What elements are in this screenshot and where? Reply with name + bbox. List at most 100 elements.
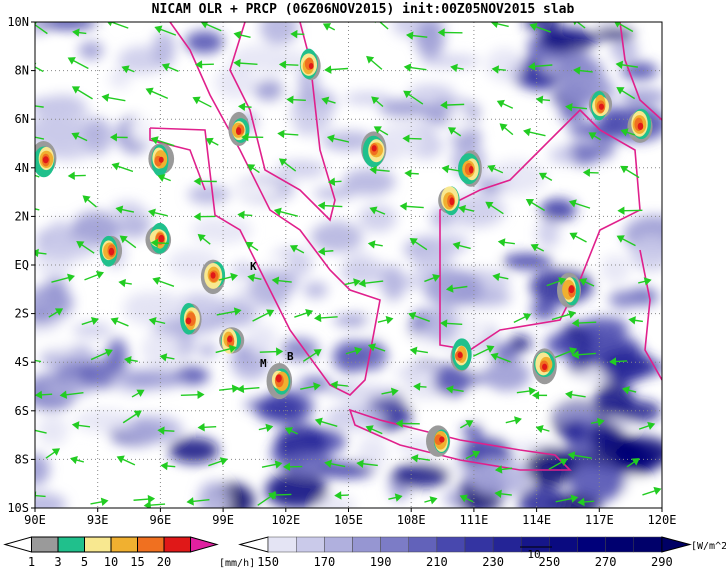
olr-patch bbox=[579, 317, 629, 338]
olr-patch bbox=[392, 464, 451, 488]
precip-patch bbox=[458, 352, 463, 358]
olr-patch bbox=[620, 89, 668, 105]
precip-patch bbox=[469, 166, 474, 174]
wind-arrow-head bbox=[23, 133, 29, 139]
legend-unit: [W/m^2] bbox=[691, 541, 726, 552]
precip-patch bbox=[439, 436, 444, 442]
lat-label: 8N bbox=[15, 64, 29, 78]
legend-swatch bbox=[381, 537, 409, 552]
olr-patch bbox=[482, 359, 530, 391]
olr-patch bbox=[601, 255, 630, 284]
olr-patch bbox=[265, 472, 327, 509]
wind-arrow-head bbox=[21, 102, 26, 108]
precip-patch bbox=[638, 123, 644, 130]
legend-swatch bbox=[437, 537, 465, 552]
legend-swatch bbox=[85, 537, 112, 552]
legend-swatch bbox=[634, 537, 662, 552]
lon-label: 99E bbox=[212, 513, 234, 527]
precip-patch bbox=[186, 317, 192, 324]
legend-swatch bbox=[662, 537, 690, 552]
legend-swatch bbox=[353, 537, 381, 552]
title: NICAM OLR + PRCP (06Z06NOV2015) init:00Z… bbox=[152, 2, 575, 17]
precip-patch bbox=[276, 374, 282, 382]
legend-label: 210 bbox=[426, 555, 448, 569]
legend-swatch bbox=[465, 537, 493, 552]
legend-swatch bbox=[138, 537, 165, 552]
olr-patch bbox=[609, 290, 638, 309]
legend-label: 230 bbox=[482, 555, 504, 569]
precip-patch bbox=[542, 364, 547, 370]
olr-patch bbox=[37, 415, 68, 446]
lon-label: 108E bbox=[397, 513, 426, 527]
legend-swatch bbox=[164, 537, 191, 552]
olr-patch bbox=[502, 254, 552, 269]
lat-label: 8S bbox=[15, 452, 29, 466]
legend-swatch bbox=[324, 537, 352, 552]
olr-patch bbox=[590, 422, 625, 453]
olr-patch bbox=[46, 81, 71, 95]
legend-swatch bbox=[268, 537, 296, 552]
legend-swatch bbox=[191, 537, 218, 552]
legend-label: 1 bbox=[28, 555, 35, 569]
olr-patch bbox=[122, 370, 186, 389]
olr-patch bbox=[37, 338, 77, 353]
lon-label: 105E bbox=[334, 513, 363, 527]
legend-label: 20 bbox=[157, 555, 171, 569]
precip-patch bbox=[43, 156, 49, 163]
olr-patch bbox=[444, 490, 464, 508]
olr-patch bbox=[408, 84, 454, 100]
lat-label: EQ bbox=[15, 258, 29, 272]
olr-patch bbox=[127, 291, 187, 322]
vector-reference: 10 bbox=[527, 548, 540, 561]
precip-patch bbox=[158, 235, 164, 242]
precip-patch bbox=[211, 272, 216, 279]
olr-patch bbox=[118, 214, 150, 238]
precip-patch bbox=[569, 285, 575, 293]
legend-swatch bbox=[606, 537, 634, 552]
lat-label: 2S bbox=[15, 307, 29, 321]
olr-patch bbox=[354, 339, 388, 370]
legend-label: 150 bbox=[257, 555, 279, 569]
olr-patch bbox=[630, 236, 673, 271]
olr-patch bbox=[78, 41, 103, 59]
olr-patch bbox=[467, 458, 529, 496]
olr-patch bbox=[561, 419, 586, 445]
olr-patch bbox=[359, 205, 397, 232]
legend-swatch bbox=[493, 537, 521, 552]
olr-patch bbox=[598, 350, 654, 382]
lon-label: 114E bbox=[522, 513, 551, 527]
olr-patch bbox=[415, 20, 444, 59]
lat-label: 4N bbox=[15, 161, 29, 175]
lon-label: 93E bbox=[87, 513, 109, 527]
legend-label: 5 bbox=[81, 555, 88, 569]
legend-swatch bbox=[32, 537, 59, 552]
lon-label: 90E bbox=[24, 513, 46, 527]
olr-patch bbox=[538, 28, 596, 52]
wind-arrow-head bbox=[27, 427, 33, 433]
olr-patch bbox=[93, 86, 134, 109]
lon-label: 120E bbox=[648, 513, 677, 527]
lat-label: 10N bbox=[7, 15, 29, 29]
precip-patch bbox=[236, 127, 241, 135]
legend-label: 190 bbox=[370, 555, 392, 569]
place-label: K bbox=[250, 260, 257, 273]
precip-patch bbox=[449, 197, 454, 205]
olr-patch bbox=[509, 336, 531, 352]
olr-patch bbox=[304, 282, 328, 299]
olr-patch bbox=[254, 79, 284, 101]
legend-label: 3 bbox=[54, 555, 61, 569]
olr-patch bbox=[381, 265, 405, 302]
legend-swatch bbox=[111, 537, 138, 552]
olr-patch bbox=[142, 330, 182, 370]
legend-swatch bbox=[549, 537, 577, 552]
lat-label: 6S bbox=[15, 404, 29, 418]
lat-label: 2N bbox=[15, 209, 29, 223]
olr-patch bbox=[109, 69, 131, 89]
olr-patch bbox=[560, 107, 587, 123]
precip-patch bbox=[309, 63, 314, 69]
olr-patch bbox=[198, 343, 218, 358]
legend-label: 290 bbox=[651, 555, 673, 569]
olr-patch bbox=[486, 48, 524, 82]
